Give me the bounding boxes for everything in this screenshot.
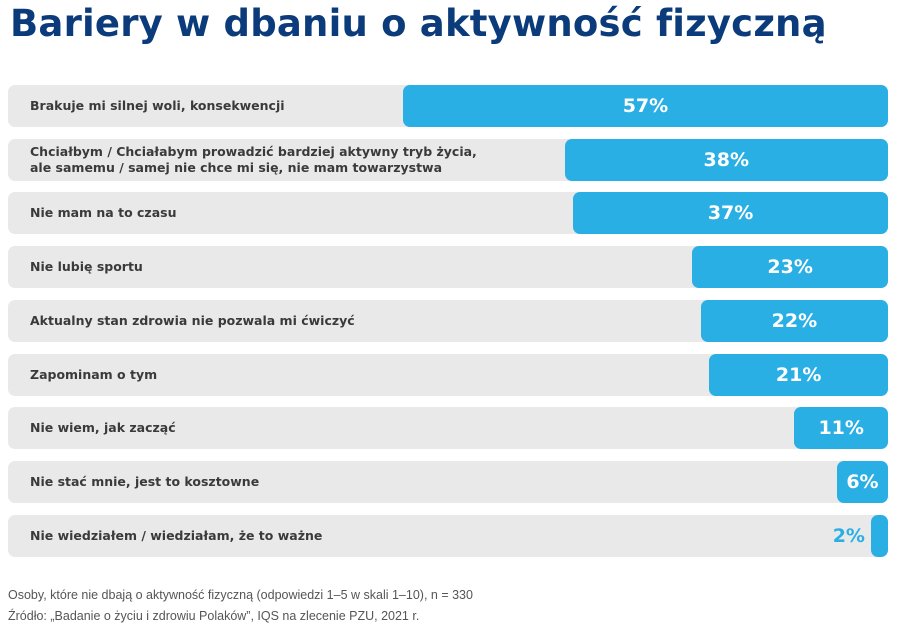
bar-row: Nie wiem, jak zacząć 11% (8, 407, 888, 450)
bar-row: Brakuje mi silnej woli, konsekwencji 57% (8, 85, 888, 127)
category-label: Nie wiem, jak zacząć (30, 420, 176, 436)
category-label: Nie lubię sportu (30, 259, 143, 275)
value-label: 38% (703, 148, 750, 171)
category-label: Zapominam o tym (30, 366, 158, 382)
bar (573, 192, 888, 235)
bar-row: Chciałbym / Chciałabym prowadzić bardzie… (8, 138, 888, 181)
bar (870, 514, 888, 557)
bar (709, 353, 888, 396)
bar-row: Nie wiedziałem / wiedziałam, że to ważne… (8, 514, 888, 557)
value-label: 22% (771, 309, 818, 332)
bar (836, 460, 888, 503)
bar (402, 85, 888, 127)
footer-note: Osoby, które nie dbają o aktywność fizyc… (8, 588, 473, 602)
value-label: 6% (846, 470, 879, 493)
bar-row: Nie mam na to czasu 37% (8, 192, 888, 235)
category-label: Nie wiedziałem / wiedziałam, że to ważne (30, 527, 323, 543)
bar-row: Nie stać mnie, jest to kosztowne 6% (8, 460, 888, 503)
bar (564, 138, 888, 181)
category-label: Aktualny stan zdrowia nie pozwala mi ćwi… (30, 312, 355, 328)
value-label: 37% (707, 202, 754, 225)
category-label: Nie stać mnie, jest to kosztowne (30, 473, 260, 489)
bar-row: Nie lubię sportu 23% (8, 246, 888, 289)
bar (794, 407, 888, 450)
bar (692, 246, 888, 289)
category-label: Nie mam na to czasu (30, 205, 177, 221)
bar-row: Aktualny stan zdrowia nie pozwala mi ćwi… (8, 299, 888, 342)
category-label: Brakuje mi silnej woli, konsekwencji (30, 98, 285, 113)
chart-title: Bariery w dbaniu o aktywność fizyczną (10, 2, 827, 45)
bar-row: Zapominam o tym 21% (8, 353, 888, 396)
bar (700, 299, 888, 342)
value-label: 11% (818, 417, 864, 440)
value-label: 21% (775, 363, 822, 386)
category-label: Chciałbym / Chciałabym prowadzić bardzie… (30, 143, 477, 175)
value-label: 57% (622, 95, 669, 117)
value-label: 23% (767, 256, 813, 279)
footer-source: Źródło: „Badanie o życiu i zdrowiu Polak… (8, 609, 420, 623)
value-label: 2% (832, 524, 865, 547)
